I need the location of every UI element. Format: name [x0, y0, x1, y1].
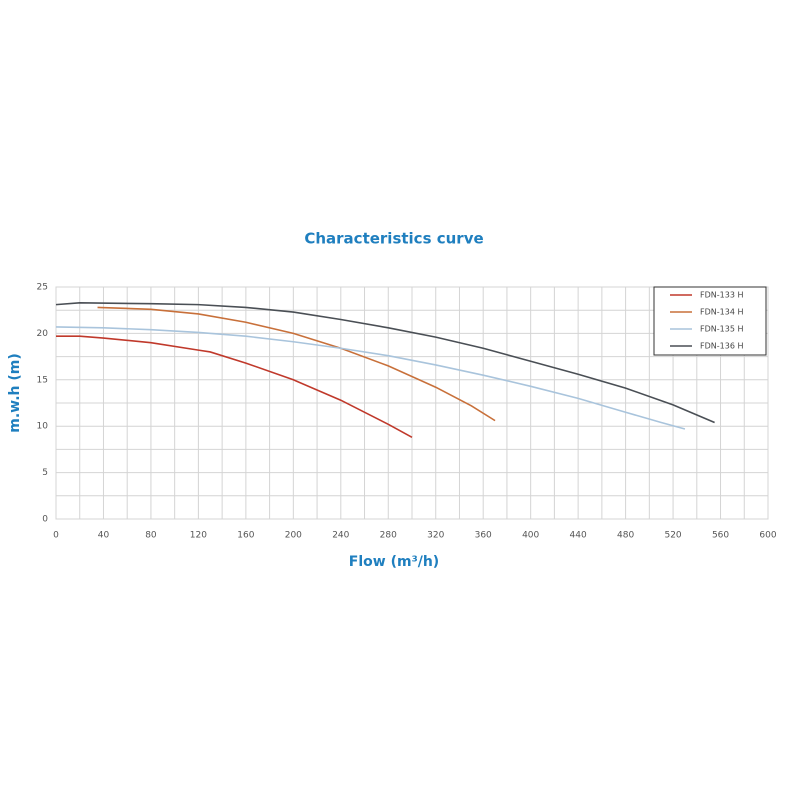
- x-tick-label: 0: [53, 531, 59, 541]
- legend-box: [653, 286, 767, 356]
- y-tick-label: 10: [37, 422, 49, 432]
- x-tick-label: 320: [427, 531, 444, 541]
- line: [97, 306, 496, 422]
- line: [56, 335, 413, 439]
- legend-label: FDN-133 H: [700, 291, 743, 300]
- legend-label: FDN-136 H: [700, 342, 743, 351]
- y-tick-label: 20: [37, 329, 49, 339]
- x-tick-label: 600: [759, 531, 776, 541]
- x-tick-label: 400: [522, 531, 539, 541]
- x-tick-label: 560: [712, 531, 729, 541]
- y-tick-label: 5: [42, 468, 48, 478]
- chart-title: Characteristics curve: [304, 230, 483, 248]
- x-tick-label: 480: [617, 531, 634, 541]
- y-axis-label: m.w.h (m): [7, 353, 23, 433]
- x-tick-label: 240: [332, 531, 349, 541]
- x-tick-label: 280: [380, 531, 397, 541]
- line: [55, 326, 686, 430]
- x-tick-label: 440: [570, 531, 587, 541]
- x-tick-label: 200: [285, 531, 302, 541]
- legend-label: FDN-134 H: [700, 308, 743, 317]
- y-tick-label: 0: [42, 515, 48, 525]
- legend-label: FDN-135 H: [700, 325, 743, 334]
- x-tick-label: 520: [664, 531, 681, 541]
- x-tick-label: 160: [237, 531, 254, 541]
- y-tick-label: 15: [37, 375, 48, 385]
- line: [55, 301, 715, 424]
- x-axis-label: Flow (m³/h): [349, 554, 439, 570]
- x-tick-label: 120: [190, 531, 207, 541]
- x-tick-label: 80: [145, 531, 157, 541]
- y-tick-label: 25: [37, 283, 48, 293]
- x-tick-label: 360: [475, 531, 492, 541]
- x-tick-label: 40: [98, 531, 110, 541]
